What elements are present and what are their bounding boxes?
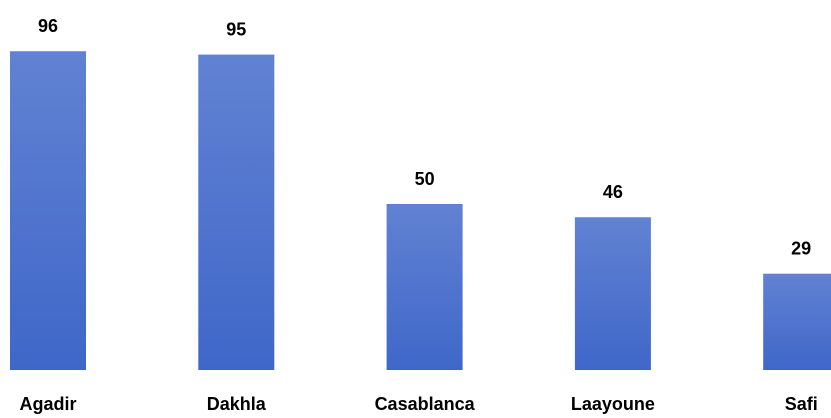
value-label: 95 xyxy=(226,19,246,39)
value-label: 96 xyxy=(38,16,58,36)
bar-shine xyxy=(574,217,651,370)
bar-shine xyxy=(386,204,463,370)
value-label: 50 xyxy=(415,169,435,189)
x-tick-label: Safi xyxy=(785,394,818,414)
bar-shine xyxy=(10,51,86,370)
bar-shine xyxy=(763,273,831,370)
x-tick-label: Agadir xyxy=(19,394,76,414)
value-label: 29 xyxy=(791,238,811,258)
value-label: 46 xyxy=(603,182,623,202)
bar-shine xyxy=(198,54,275,370)
x-tick-label: Laayoune xyxy=(571,394,655,414)
x-tick-label: Casablanca xyxy=(375,394,476,414)
x-tick-label: Dakhla xyxy=(207,394,267,414)
